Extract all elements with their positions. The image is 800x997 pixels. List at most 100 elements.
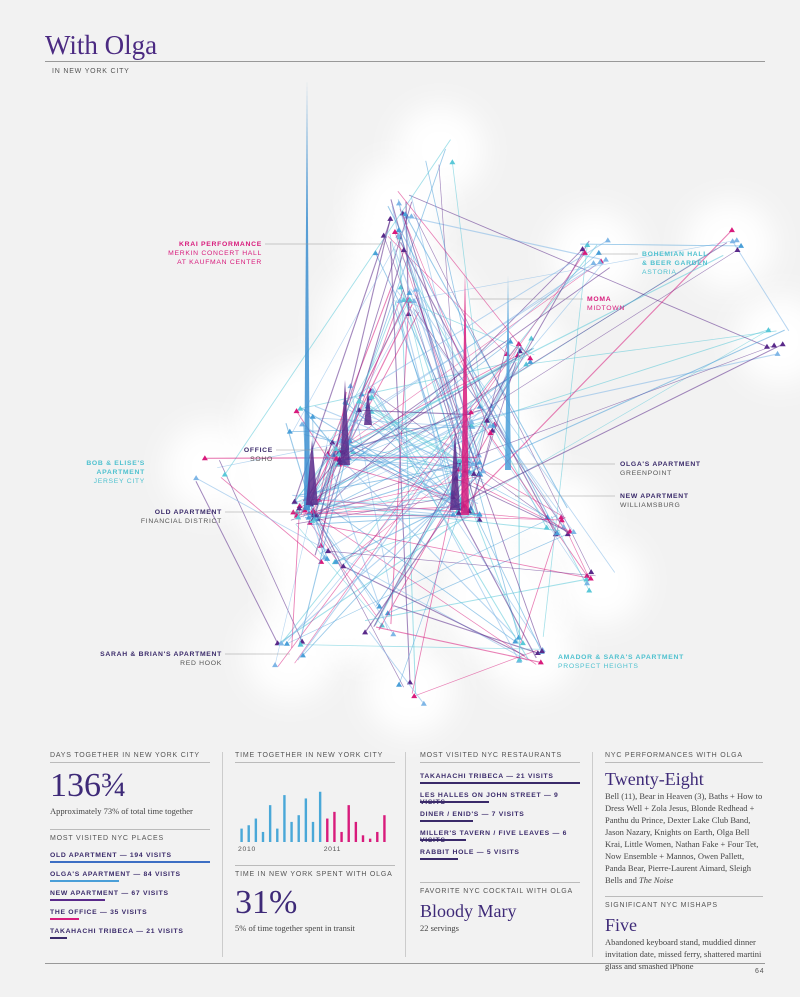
link: [327, 457, 475, 469]
arrow: [395, 227, 402, 233]
arrow: [396, 681, 403, 687]
link: [217, 441, 346, 469]
link: [335, 501, 457, 563]
arrow: [516, 656, 523, 662]
place-sublabel: AT KAUFMAN CENTER: [177, 259, 262, 266]
performances-text: Bell (11), Bear in Heaven (3), Baths + H…: [605, 790, 763, 886]
arrow: [470, 470, 477, 476]
arrow: [420, 700, 427, 706]
heading: MOST VISITED NYC PLACES: [50, 835, 164, 842]
arrow: [586, 587, 593, 593]
place-sublabel: FINANCIAL DISTRICT: [141, 518, 222, 525]
bar: [297, 815, 300, 842]
list-item: THE OFFICE — 35 VISITS: [50, 909, 210, 928]
bar: [354, 821, 358, 842]
arrow: [779, 341, 786, 347]
link: [364, 504, 455, 633]
link: [290, 461, 459, 521]
arrow: [588, 569, 595, 575]
arrow: [391, 229, 398, 235]
link: [404, 214, 568, 509]
place-sublabel: SOHO: [250, 456, 273, 463]
link: [484, 429, 588, 584]
item-label: DINER / ENID'S — 7 VISITS: [420, 811, 525, 818]
arrow: [449, 159, 456, 165]
link: [425, 160, 481, 407]
link: [353, 341, 511, 462]
list-item: OLGA'S APARTMENT — 84 VISITS: [50, 871, 210, 890]
arrow: [402, 211, 409, 217]
heading: SIGNIFICANT NYC MISHAPS: [605, 902, 718, 909]
link: [580, 243, 742, 247]
arrow: [325, 548, 332, 554]
item-label: THE OFFICE — 35 VISITS: [50, 909, 148, 916]
arrow: [406, 296, 413, 302]
spike: [364, 390, 372, 425]
bar: [268, 805, 272, 842]
arrow: [519, 640, 526, 646]
link: [462, 329, 785, 476]
col-days: DAYS TOGETHER IN NEW YORK CITY 136¾ Appr…: [50, 752, 210, 947]
arrow: [324, 452, 331, 458]
arrow: [333, 558, 340, 564]
arrow: [272, 662, 279, 668]
arrow: [295, 514, 302, 520]
link: [339, 267, 610, 461]
arrow: [734, 246, 741, 252]
bar: [368, 838, 372, 842]
glow: [270, 540, 390, 660]
link: [312, 516, 380, 607]
arrow: [355, 398, 362, 404]
link: [414, 300, 484, 472]
place-label: NEW APARTMENT: [620, 493, 689, 500]
spike: [505, 275, 511, 470]
place-sublabel: WILLIAMSBURG: [620, 502, 681, 509]
place-label: MOMA: [587, 296, 611, 303]
cocktail-value: Bloody Mary: [420, 901, 517, 921]
transit-value: 31%: [235, 884, 298, 921]
link: [304, 297, 409, 511]
link: [387, 205, 558, 534]
arrow: [387, 215, 394, 221]
link: [340, 438, 466, 512]
page-number: 64: [755, 968, 765, 975]
glow: [735, 295, 800, 385]
place-label: OFFICE: [244, 447, 273, 454]
link: [359, 409, 471, 416]
arrow: [390, 631, 397, 637]
link: [351, 449, 466, 520]
arrow: [527, 355, 534, 361]
bar: [340, 831, 343, 842]
link: [275, 512, 473, 646]
arrow: [368, 393, 375, 399]
arrow: [340, 563, 347, 569]
col-time: TIME TOGETHER IN NEW YORK CITY: [235, 752, 395, 763]
item-label: TAKAHACHI TRIBECA — 21 VISITS: [50, 928, 184, 935]
arrow: [411, 693, 418, 699]
col-restaurants: MOST VISITED NYC RESTAURANTS TAKAHACHI T…: [420, 752, 580, 934]
item-bar: [50, 861, 210, 863]
link: [398, 203, 466, 492]
bar: [254, 818, 258, 842]
mishaps-value: Five: [605, 915, 638, 935]
bar: [276, 828, 279, 842]
arrow: [193, 475, 200, 481]
arrow: [412, 286, 419, 292]
link: [298, 242, 728, 509]
link: [287, 259, 607, 641]
glow: [365, 645, 455, 735]
place-label: & BEER GARDEN: [642, 260, 708, 267]
link: [224, 139, 451, 475]
arrow: [728, 227, 735, 233]
arrow: [283, 640, 290, 646]
heading: FAVORITE NYC COCKTAIL WITH OLGA: [420, 888, 574, 895]
bar: [240, 828, 243, 842]
item-label: NEW APARTMENT — 67 VISITS: [50, 890, 169, 897]
bar: [383, 815, 386, 842]
link: [473, 341, 509, 474]
link: [410, 288, 565, 528]
bar: [311, 821, 315, 842]
glow: [685, 200, 775, 290]
link: [219, 460, 303, 642]
arrow: [278, 640, 285, 646]
